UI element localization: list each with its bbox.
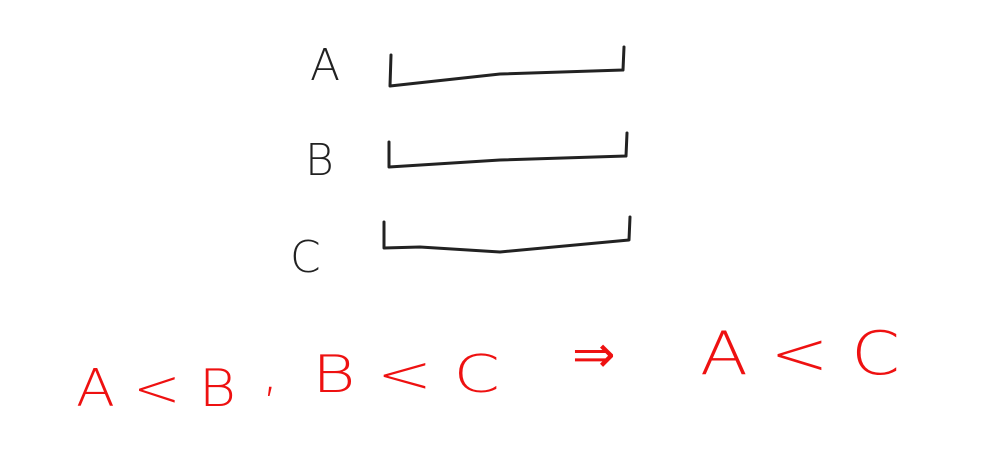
label: C [290, 232, 321, 283]
label: A [310, 40, 340, 91]
bracket [387, 131, 629, 169]
statement-part: B < C [312, 345, 500, 405]
bracket [382, 215, 632, 254]
statement-part: , [262, 343, 279, 403]
statement-part: A < C [700, 319, 900, 389]
label: B [305, 135, 334, 186]
statement-part: ⇒ [572, 325, 616, 385]
statement-part: A < B [76, 359, 236, 419]
bracket [388, 45, 626, 88]
